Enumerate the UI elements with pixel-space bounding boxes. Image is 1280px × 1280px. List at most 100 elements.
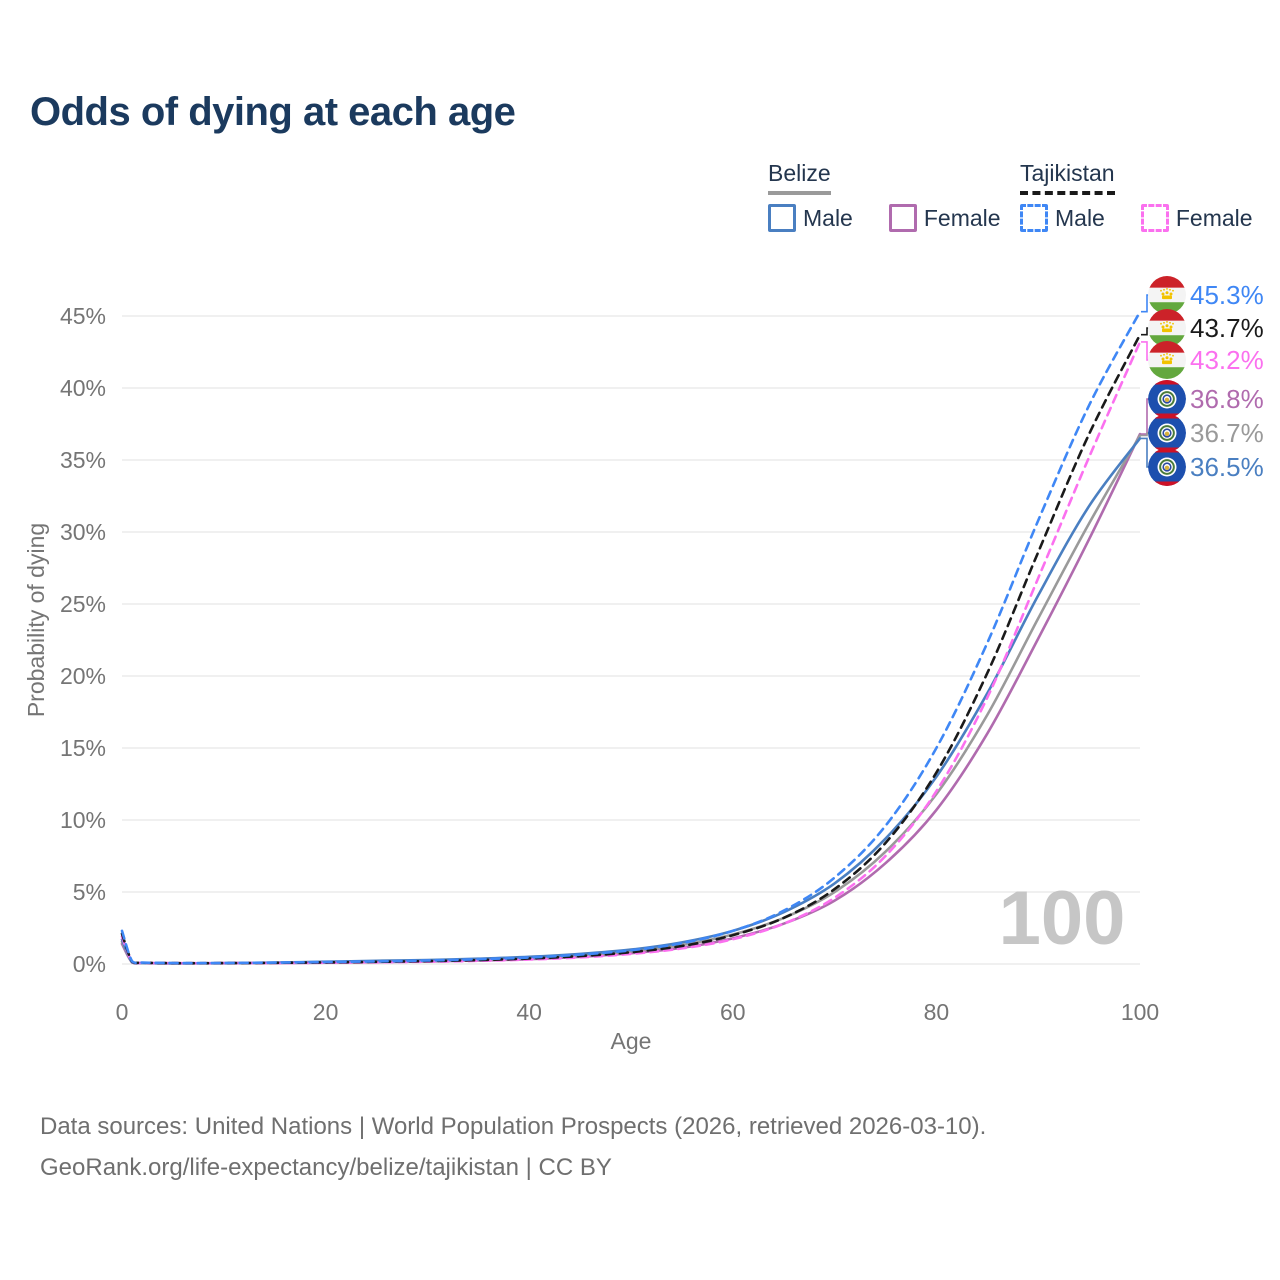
tj-crown [1162, 360, 1172, 365]
end-value-label-tajikistan-female: 43.2% [1190, 345, 1264, 375]
flag-body [1148, 380, 1186, 418]
flag-body [1148, 276, 1186, 314]
footer-attribution-line: GeoRank.org/life-expectancy/belize/tajik… [40, 1154, 612, 1181]
bz-green-ring [1159, 459, 1175, 475]
series-line-tajikistan-male[interactable] [120, 310, 1142, 965]
y-tick-label-25: 25% [60, 591, 106, 617]
tj-star [1172, 322, 1174, 325]
flag-body [1148, 448, 1186, 486]
x-tick-label-100: 100 [1121, 999, 1159, 1025]
tj-crown-point [1169, 325, 1173, 329]
y-tick-label-10: 10% [60, 807, 106, 833]
legend-swatch-belize-male[interactable] [768, 204, 796, 232]
tj-white-stripe [1148, 352, 1186, 368]
tj-crown-point [1165, 356, 1169, 360]
legend-group-tajikistan: Tajikistan Male Female [1020, 160, 1253, 232]
flag-icon-belize [1148, 448, 1186, 486]
bz-red-top [1148, 380, 1186, 385]
y-tick-label-15: 15% [60, 735, 106, 761]
y-tick-label-0: 0% [73, 951, 106, 977]
tj-crown-point [1161, 325, 1165, 329]
end-value-label-belize-male: 36.5% [1190, 452, 1264, 482]
flag-icon-belize [1148, 414, 1186, 452]
legend-country-tajikistan: Tajikistan [1020, 160, 1115, 195]
age-watermark: 100 [999, 876, 1126, 961]
tj-star [1169, 321, 1171, 324]
y-tick-label-45: 45% [60, 303, 106, 329]
x-axis-title: Age [611, 1028, 652, 1054]
bz-inner-ring [1162, 394, 1172, 404]
legend-group-belize: Belize Male Female [768, 160, 1001, 232]
legend-item-tajikistan-male[interactable]: Male [1020, 204, 1105, 232]
tj-crown-point [1165, 291, 1169, 295]
series-line-tajikistan-both-sexes[interactable] [120, 333, 1142, 965]
legend-item-tajikistan-female[interactable]: Female [1140, 204, 1253, 232]
legend-label-tajikistan-female: Female [1175, 204, 1253, 231]
bz-green-ring [1159, 391, 1175, 407]
x-tick-label-0: 0 [116, 999, 129, 1025]
bz-red-bottom [1148, 481, 1186, 486]
bz-emblem [1164, 397, 1170, 402]
tj-star [1160, 322, 1162, 325]
page-title: Odds of dying at each age [30, 90, 516, 134]
tj-crown-point [1169, 357, 1173, 361]
bz-emblem [1164, 431, 1170, 436]
tj-red-stripe [1148, 341, 1186, 353]
series-line-belize-male[interactable] [120, 437, 1142, 965]
tj-crown-point [1161, 292, 1165, 296]
tj-star [1169, 353, 1171, 356]
legend-swatch-tajikistan-male[interactable] [1020, 204, 1048, 232]
tj-red-stripe [1148, 309, 1186, 321]
legend-swatch-tajikistan-female[interactable] [1140, 204, 1169, 232]
x-tick-label-80: 80 [924, 999, 950, 1025]
tj-star [1160, 354, 1162, 357]
tj-crown-point [1169, 292, 1173, 296]
flag-body [1148, 414, 1186, 452]
tj-crown [1162, 295, 1172, 300]
legend-label-belize-male: Male [803, 204, 853, 231]
footer-source-line: Data sources: United Nations | World Pop… [40, 1113, 987, 1140]
tj-star [1163, 288, 1165, 291]
bz-inner-ring [1162, 462, 1172, 472]
tj-star [1169, 288, 1171, 291]
x-tick-label-60: 60 [720, 999, 746, 1025]
footer: Data sources: United Nations | World Pop… [40, 1106, 986, 1188]
flag-icon-tajikistan [1148, 341, 1186, 379]
flag-icon-belize [1148, 380, 1186, 418]
legend-row-tajikistan: Male Female [1020, 204, 1253, 232]
x-tick-label-40: 40 [516, 999, 542, 1025]
flag-body [1148, 341, 1186, 379]
legend-row-belize: Male Female [768, 204, 1001, 232]
legend-label-tajikistan-male: Male [1055, 204, 1105, 231]
bz-emblem [1164, 465, 1170, 470]
tj-star [1172, 354, 1174, 357]
tj-star [1163, 321, 1165, 324]
end-value-label-belize-female: 36.8% [1190, 384, 1264, 414]
tj-star [1166, 288, 1168, 290]
tj-star [1166, 321, 1168, 323]
end-value-label-tajikistan-male: 45.3% [1190, 280, 1264, 310]
legend-label-belize-female: Female [923, 204, 1001, 231]
legend-item-belize-male[interactable]: Male [768, 204, 853, 232]
bz-green-ring [1159, 425, 1175, 441]
legend-swatch-belize-female[interactable] [888, 204, 917, 232]
tj-star [1160, 289, 1162, 292]
tj-red-stripe [1148, 276, 1186, 288]
tj-green-stripe [1148, 367, 1186, 379]
flag-icon-tajikistan [1148, 276, 1186, 314]
series-line-tajikistan-female[interactable] [120, 340, 1142, 965]
end-value-label-tajikistan-both-sexes: 43.7% [1190, 313, 1264, 343]
y-tick-label-35: 35% [60, 447, 106, 473]
bz-red-top [1148, 448, 1186, 453]
tj-green-stripe [1148, 302, 1186, 314]
legend-item-belize-female[interactable]: Female [888, 204, 1001, 232]
y-tick-label-40: 40% [60, 375, 106, 401]
legend-country-belize: Belize [768, 160, 831, 195]
tj-crown-point [1165, 324, 1169, 328]
y-tick-label-20: 20% [60, 663, 106, 689]
y-tick-label-30: 30% [60, 519, 106, 545]
end-value-label-belize-both-sexes: 36.7% [1190, 418, 1264, 448]
x-tick-label-20: 20 [313, 999, 339, 1025]
bz-red-top [1148, 414, 1186, 419]
